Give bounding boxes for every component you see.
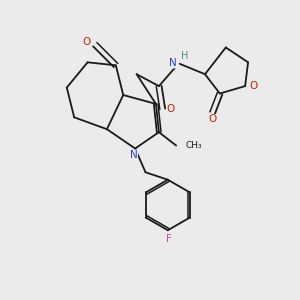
Text: H: H [182,51,189,62]
Text: O: O [82,37,91,47]
Text: O: O [208,114,217,124]
Text: CH₃: CH₃ [185,141,202,150]
Text: F: F [167,234,172,244]
Text: N: N [169,58,177,68]
Text: O: O [167,104,175,114]
Text: N: N [130,150,137,160]
Text: O: O [249,81,258,91]
